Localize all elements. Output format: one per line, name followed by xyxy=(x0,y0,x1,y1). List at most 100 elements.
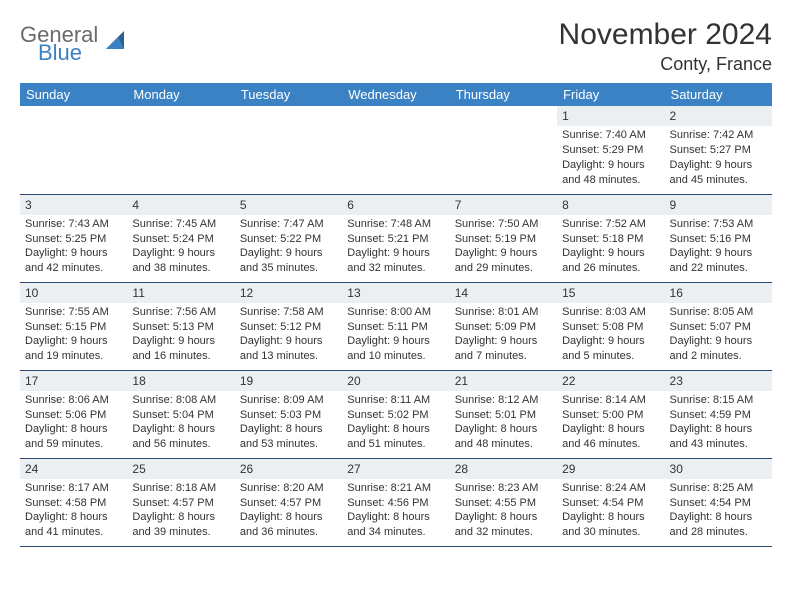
day-header-cell: Sunday xyxy=(20,83,127,106)
day-info-line: Daylight: 9 hours xyxy=(670,158,767,173)
day-info-line: and 22 minutes. xyxy=(670,261,767,276)
day-info-line: Sunrise: 7:40 AM xyxy=(562,128,659,143)
calendar-day-cell: 8Sunrise: 7:52 AMSunset: 5:18 PMDaylight… xyxy=(557,194,664,282)
day-number: 24 xyxy=(20,459,127,479)
day-info-line: Daylight: 8 hours xyxy=(132,422,229,437)
day-info-line: Sunset: 5:27 PM xyxy=(670,143,767,158)
calendar-day-cell: 24 Sunrise: 8:17 AMSunset: 4:58 PMDayligh… xyxy=(20,458,127,546)
day-info-line: and 19 minutes. xyxy=(25,349,122,364)
day-info-line: Daylight: 9 hours xyxy=(25,334,122,349)
day-info-line: and 48 minutes. xyxy=(455,437,552,452)
day-info-line: and 2 minutes. xyxy=(670,349,767,364)
day-number: 10 xyxy=(20,283,127,303)
day-number: 28 xyxy=(450,459,557,479)
day-header-cell: Wednesday xyxy=(342,83,449,106)
day-info-line: Sunset: 5:25 PM xyxy=(25,232,122,247)
day-number: 6 xyxy=(342,195,449,215)
day-info-line: Sunset: 5:15 PM xyxy=(25,320,122,335)
day-info-line: Sunrise: 8:14 AM xyxy=(562,393,659,408)
calendar-day-cell: 1Sunrise: 7:40 AMSunset: 5:29 PMDaylight… xyxy=(557,106,664,194)
calendar-day-cell: 26Sunrise: 8:20 AMSunset: 4:57 PMDayligh… xyxy=(235,458,342,546)
day-info-line: Sunrise: 7:43 AM xyxy=(25,217,122,232)
day-info-line: and 56 minutes. xyxy=(132,437,229,452)
day-info-line: Sunrise: 8:18 AM xyxy=(132,481,229,496)
day-info-line: Sunrise: 7:53 AM xyxy=(670,217,767,232)
day-info-line: Sunset: 5:22 PM xyxy=(240,232,337,247)
calendar-day-cell: 23Sunrise: 8:15 AMSunset: 4:59 PMDayligh… xyxy=(665,370,772,458)
brand-logo: General Blue xyxy=(20,18,130,64)
day-info-line: Daylight: 9 hours xyxy=(562,334,659,349)
day-info-line: Sunset: 4:55 PM xyxy=(455,496,552,511)
day-info-line: and 42 minutes. xyxy=(25,261,122,276)
day-header-cell: Tuesday xyxy=(235,83,342,106)
day-info-line: Daylight: 9 hours xyxy=(562,246,659,261)
day-info-line: Daylight: 8 hours xyxy=(455,510,552,525)
day-number: 22 xyxy=(557,371,664,391)
day-info-line: Sunrise: 8:17 AM xyxy=(25,481,122,496)
day-header-cell: Thursday xyxy=(450,83,557,106)
day-info-line: Daylight: 8 hours xyxy=(347,510,444,525)
day-info-line: and 10 minutes. xyxy=(347,349,444,364)
day-info-line: and 48 minutes. xyxy=(562,173,659,188)
day-info-line: Sunrise: 8:06 AM xyxy=(25,393,122,408)
day-info-line: Sunrise: 7:56 AM xyxy=(132,305,229,320)
day-info-line: Sunrise: 8:08 AM xyxy=(132,393,229,408)
day-info-line: Daylight: 9 hours xyxy=(347,246,444,261)
day-info-line: Sunset: 5:08 PM xyxy=(562,320,659,335)
calendar-day-cell: 14Sunrise: 8:01 AMSunset: 5:09 PMDayligh… xyxy=(450,282,557,370)
month-title: November 2024 xyxy=(559,18,772,52)
location-label: Conty, France xyxy=(559,54,772,75)
day-info-line: Sunset: 5:29 PM xyxy=(562,143,659,158)
calendar-day-cell: 13Sunrise: 8:00 AMSunset: 5:11 PMDayligh… xyxy=(342,282,449,370)
calendar-day-cell: 9Sunrise: 7:53 AMSunset: 5:16 PMDaylight… xyxy=(665,194,772,282)
day-info-line: Sunrise: 8:24 AM xyxy=(562,481,659,496)
day-info-line: Sunset: 4:54 PM xyxy=(562,496,659,511)
day-info-line: Sunset: 4:58 PM xyxy=(25,496,122,511)
day-info-line: Sunrise: 8:23 AM xyxy=(455,481,552,496)
day-info-line: Daylight: 8 hours xyxy=(240,510,337,525)
day-number: 29 xyxy=(557,459,664,479)
day-number: 4 xyxy=(127,195,234,215)
day-info-line: Sunset: 5:06 PM xyxy=(25,408,122,423)
page-header: General Blue November 2024 Conty, France xyxy=(20,18,772,75)
day-number: 8 xyxy=(557,195,664,215)
day-info-line: Sunrise: 8:15 AM xyxy=(670,393,767,408)
day-info-line: Sunrise: 8:01 AM xyxy=(455,305,552,320)
day-info-line: Sunrise: 7:47 AM xyxy=(240,217,337,232)
day-info-line: Daylight: 9 hours xyxy=(240,246,337,261)
day-info-line: and 51 minutes. xyxy=(347,437,444,452)
day-info-line: Daylight: 8 hours xyxy=(25,510,122,525)
calendar-day-cell: 16Sunrise: 8:05 AMSunset: 5:07 PMDayligh… xyxy=(665,282,772,370)
calendar-day-cell: 22Sunrise: 8:14 AMSunset: 5:00 PMDayligh… xyxy=(557,370,664,458)
calendar-week-row: 1Sunrise: 7:40 AMSunset: 5:29 PMDaylight… xyxy=(20,106,772,194)
calendar-day-cell: 5 Sunrise: 7:47 AMSunset: 5:22 PMDaylight… xyxy=(235,194,342,282)
day-info-line: Daylight: 9 hours xyxy=(132,246,229,261)
day-info-line: Daylight: 9 hours xyxy=(25,246,122,261)
day-info-line: Sunset: 5:18 PM xyxy=(562,232,659,247)
day-header-cell: Monday xyxy=(127,83,234,106)
day-info-line: and 46 minutes. xyxy=(562,437,659,452)
day-info-line: and 32 minutes. xyxy=(347,261,444,276)
day-number: 5 xyxy=(235,195,342,215)
calendar-day-cell: 19Sunrise: 8:09 AMSunset: 5:03 PMDayligh… xyxy=(235,370,342,458)
day-info-line: Sunrise: 8:00 AM xyxy=(347,305,444,320)
day-info-line: Daylight: 9 hours xyxy=(455,334,552,349)
day-info-line: Sunset: 4:57 PM xyxy=(240,496,337,511)
day-info-line: Daylight: 8 hours xyxy=(562,510,659,525)
day-info-line: and 53 minutes. xyxy=(240,437,337,452)
day-info-line: Daylight: 9 hours xyxy=(455,246,552,261)
day-info-line: Sunrise: 8:03 AM xyxy=(562,305,659,320)
calendar-day-cell xyxy=(127,106,234,194)
calendar-day-cell: 4Sunrise: 7:45 AMSunset: 5:24 PMDaylight… xyxy=(127,194,234,282)
day-info-line: Sunset: 4:57 PM xyxy=(132,496,229,511)
day-number: 19 xyxy=(235,371,342,391)
calendar-day-cell: 18Sunrise: 8:08 AMSunset: 5:04 PMDayligh… xyxy=(127,370,234,458)
day-info-line: Sunrise: 8:11 AM xyxy=(347,393,444,408)
day-info-line: and 38 minutes. xyxy=(132,261,229,276)
calendar-day-cell xyxy=(342,106,449,194)
day-info-line: Sunset: 5:09 PM xyxy=(455,320,552,335)
day-info-line: and 39 minutes. xyxy=(132,525,229,540)
day-info-line: Sunset: 5:07 PM xyxy=(670,320,767,335)
day-number: 15 xyxy=(557,283,664,303)
day-number: 23 xyxy=(665,371,772,391)
